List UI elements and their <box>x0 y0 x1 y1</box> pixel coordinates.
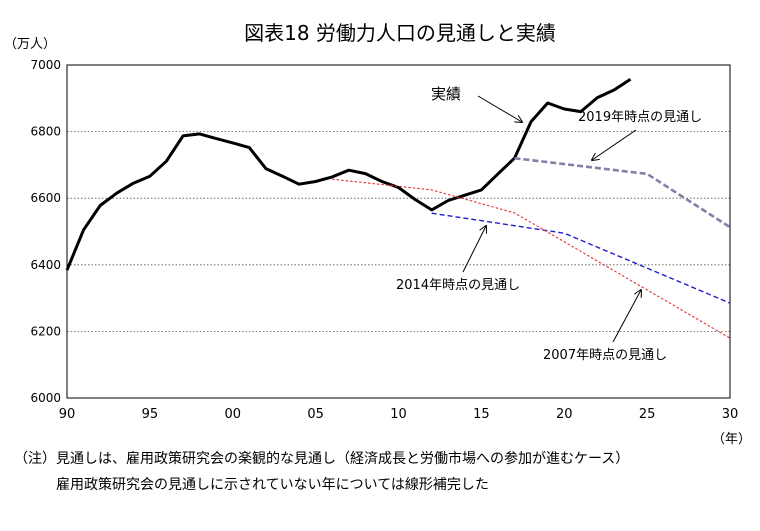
x-unit-label: （年） <box>712 432 751 447</box>
plot-frame <box>66 64 731 399</box>
annotation-label-2014: 2014年時点の見通し <box>396 278 520 293</box>
annotation-layer: 実績 2019年時点の見通し 2014年時点の見通し 2007年時点の見通し <box>396 85 702 363</box>
x-tick-label-2015: 15 <box>473 407 490 422</box>
chart-title: 図表18 労働力人口の見通しと実績 <box>244 21 556 45</box>
annotation-arrow-2007 <box>612 290 641 343</box>
annotation-arrow-2014 <box>462 226 486 273</box>
y-tick-label-6800: 6800 <box>30 125 61 139</box>
y-tick-label-6600: 6600 <box>30 191 61 205</box>
annotation-label-2007: 2007年時点の見通し <box>543 348 667 363</box>
y-unit-label: （万人） <box>4 37 56 52</box>
x-tick-label-2000: 00 <box>224 407 241 422</box>
y-tick-label-7000: 7000 <box>30 58 61 72</box>
axis-layer: 6000 6200 6400 6600 6800 7000 90 95 00 05 10 15 20 25… <box>30 58 738 422</box>
footnote-line-2: 雇用政策研究会の見通しに示されていない年については線形補完した <box>56 477 489 493</box>
series-line-2007-outlook <box>332 178 731 339</box>
series-line-actual <box>65 78 632 271</box>
x-tick-label-2025: 25 <box>639 407 656 422</box>
annotation-label-2019: 2019年時点の見通し <box>578 110 702 125</box>
annotation-arrow-2019 <box>592 129 637 160</box>
y-tick-label-6400: 6400 <box>30 258 61 272</box>
series-line-2014-outlook <box>431 212 731 304</box>
y-tick-label-6000: 6000 <box>30 391 61 405</box>
annotation-arrow-actual <box>477 95 522 122</box>
x-tick-label-1990: 90 <box>59 407 76 422</box>
footnote-line-1: （注）見通しは、雇用政策研究会の楽観的な見通し（経済成長と労働市場への参加が進む… <box>14 451 630 467</box>
x-tick-label-2010: 10 <box>390 407 407 422</box>
x-tick-label-1995: 95 <box>142 407 159 422</box>
y-tick-label-6200: 6200 <box>30 324 61 338</box>
x-tick-label-2020: 20 <box>556 407 573 422</box>
series-line-2019-outlook <box>514 156 731 229</box>
series-layer <box>65 78 731 339</box>
annotation-label-actual: 実績 <box>431 85 461 103</box>
x-tick-label-2030: 30 <box>722 407 739 422</box>
x-tick-label-2005: 05 <box>307 407 324 422</box>
